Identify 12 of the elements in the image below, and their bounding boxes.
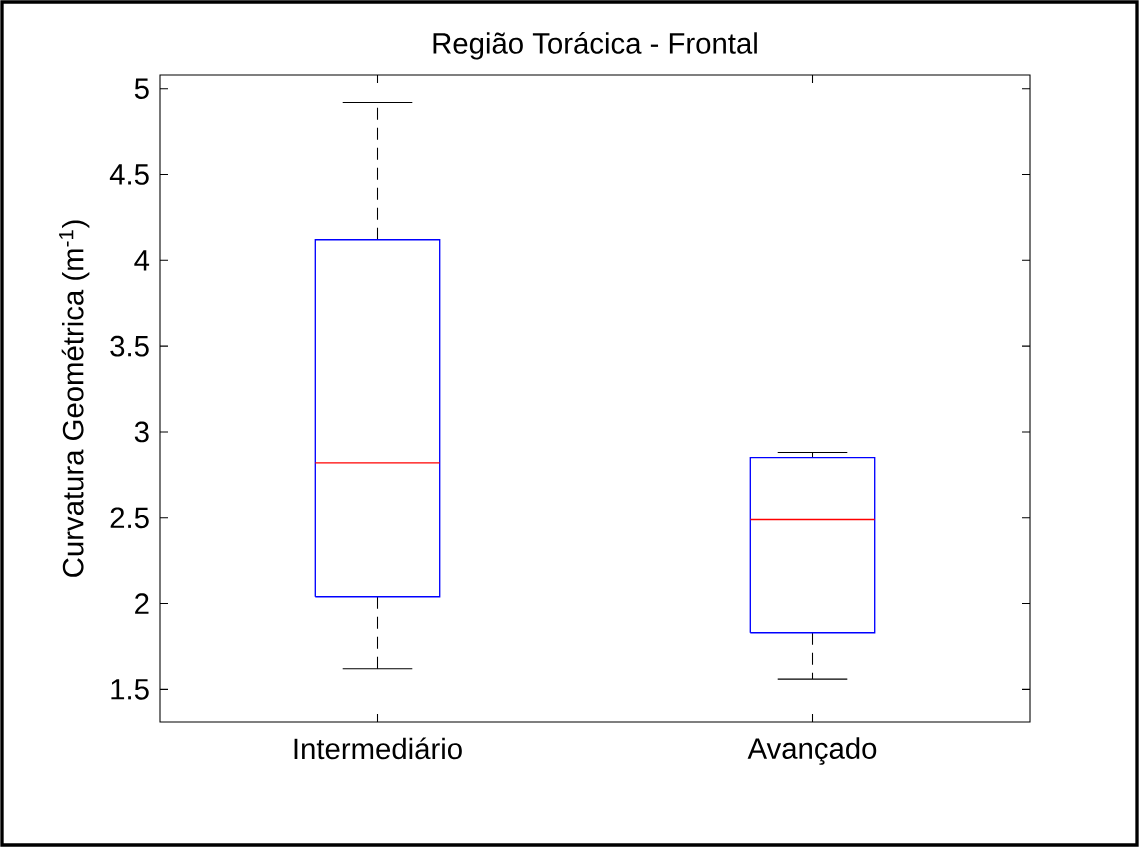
x-tick-label: Intermediário [294, 737, 462, 760]
y-tick-label: 2.5 [110, 507, 149, 529]
y-tick-label: 3 [134, 421, 149, 443]
y-axis-title: Curvatura Geométrica (m$^{-1}$) [59, 220, 90, 577]
y-tick-label: 3.5 [110, 335, 149, 357]
y-tick-label: 4 [134, 250, 150, 271]
y-tick-label: 5 [134, 78, 149, 99]
y-tick-label: 2 [135, 593, 149, 614]
chart-title: Região Torácica - Frontal [433, 31, 757, 60]
y-tick-label: 4.5 [109, 164, 149, 185]
x-tick-label: Avançado [747, 737, 877, 765]
y-tick-label: 1.5 [111, 679, 149, 700]
